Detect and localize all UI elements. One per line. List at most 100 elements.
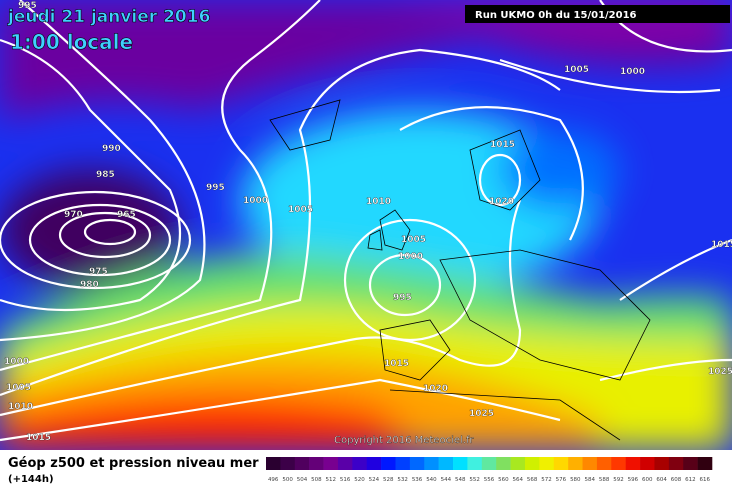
isobar-label: 965	[117, 210, 136, 220]
isobar-label: 1025	[708, 367, 732, 377]
scale-label: 572	[541, 477, 552, 483]
scale-label: 592	[613, 477, 624, 483]
local-time: 1:00 locale	[10, 30, 133, 54]
scale-label: 596	[628, 477, 639, 483]
scale-label: 528	[383, 477, 394, 483]
date: jeudi 21 janvier 2016	[7, 7, 210, 27]
isobar-label: 1025	[469, 409, 494, 419]
color-swatch	[409, 457, 425, 470]
scale-label: 588	[599, 477, 610, 483]
color-swatch	[352, 457, 368, 470]
scale-label: 504	[297, 477, 308, 483]
color-swatch	[539, 457, 555, 470]
field-title: Géop z500 et pression niveau mer	[8, 456, 259, 471]
isobar-label: 1000	[243, 196, 268, 206]
scale-label: 500	[282, 477, 293, 483]
isobar-label: 995	[18, 1, 37, 11]
isobar-label: 1005	[6, 383, 31, 393]
scale-label: 496	[268, 477, 279, 483]
isobar-label: 1005	[288, 205, 313, 215]
run-info: Run UKMO 0h du 15/01/2016	[475, 10, 637, 21]
scale-label: 600	[642, 477, 653, 483]
scale-label: 608	[671, 477, 682, 483]
scale-label: 616	[700, 477, 711, 483]
color-swatch	[596, 457, 612, 470]
isobar-label: 990	[102, 144, 121, 154]
scale-label: 560	[498, 477, 509, 483]
isobar-labels: 995 990 985 970 965 975 980 995 1000 1005 1010 1005…	[4, 1, 732, 443]
color-swatch	[467, 457, 483, 470]
color-swatch	[323, 457, 339, 470]
lead-time: (+144h)	[8, 474, 54, 485]
scale-label: 524	[369, 477, 380, 483]
isobar-label: 985	[96, 170, 115, 180]
scale-label: 540	[426, 477, 437, 483]
color-swatch	[683, 457, 698, 470]
isobar-label: 1015	[711, 240, 732, 250]
isobar-label: 975	[89, 267, 108, 277]
color-swatch	[496, 457, 511, 470]
run-box	[465, 5, 730, 23]
scale-label: 520	[354, 477, 365, 483]
scale-label: 584	[584, 477, 595, 483]
isobar-label: 1000	[398, 252, 423, 262]
color-swatch	[654, 457, 670, 470]
color-swatch	[309, 457, 324, 470]
color-swatch	[294, 457, 310, 470]
isobar-label: 1015	[384, 359, 409, 369]
color-swatch	[266, 457, 281, 470]
isobar-label: 1010	[8, 402, 33, 412]
scale-label: 548	[455, 477, 466, 483]
isobar-label: 1020	[423, 384, 448, 394]
color-swatch	[424, 457, 439, 470]
scale-label: 580	[570, 477, 581, 483]
color-swatch	[697, 457, 713, 470]
color-swatch	[395, 457, 411, 470]
color-swatch	[366, 457, 382, 470]
isobar-label: 980	[80, 280, 99, 290]
isobar-label: 1015	[26, 433, 51, 443]
scale-label: 516	[340, 477, 351, 483]
color-swatch	[510, 457, 526, 470]
isobar-label: 995	[206, 183, 225, 193]
isobar-label: 1005	[564, 65, 589, 75]
isobars	[0, 0, 732, 442]
scale-label: 532	[397, 477, 408, 483]
color-swatch	[625, 457, 641, 470]
color-swatch	[337, 457, 353, 470]
scale-label: 512	[325, 477, 336, 483]
scale-label: 576	[556, 477, 567, 483]
scale-label: 564	[513, 477, 524, 483]
color-swatch	[640, 457, 655, 470]
color-scale: 496 500 504 508 512 516 520 524 528 532 536 540 544 5…	[266, 457, 713, 483]
color-swatch	[280, 457, 296, 470]
color-swatch	[668, 457, 684, 470]
isobar-label: 1000	[620, 67, 645, 77]
isobar-label: 1010	[366, 197, 391, 207]
scale-label: 544	[441, 477, 452, 483]
isobar-label: 970	[64, 210, 83, 220]
color-swatch	[611, 457, 626, 470]
color-swatch	[524, 457, 540, 470]
color-swatch	[453, 457, 468, 470]
scale-label: 568	[527, 477, 538, 483]
scale-label: 508	[311, 477, 322, 483]
isobar-label: 1015	[490, 140, 515, 150]
color-swatch	[553, 457, 569, 470]
color-swatch	[381, 457, 396, 470]
coastlines	[269, 99, 651, 441]
scale-label: 612	[685, 477, 696, 483]
isobar-label: 1000	[4, 357, 29, 367]
color-swatch	[481, 457, 497, 470]
copyright: Copyright 2016 Meteociel.fr	[334, 435, 475, 446]
color-swatch	[438, 457, 454, 470]
scale-label: 556	[484, 477, 495, 483]
color-swatch	[568, 457, 583, 470]
scale-label: 536	[412, 477, 423, 483]
isobar-label: 1020	[489, 197, 514, 207]
isobar-label: 1005	[401, 235, 426, 245]
color-swatch	[582, 457, 598, 470]
scale-label: 604	[656, 477, 667, 483]
scale-label: 552	[469, 477, 480, 483]
